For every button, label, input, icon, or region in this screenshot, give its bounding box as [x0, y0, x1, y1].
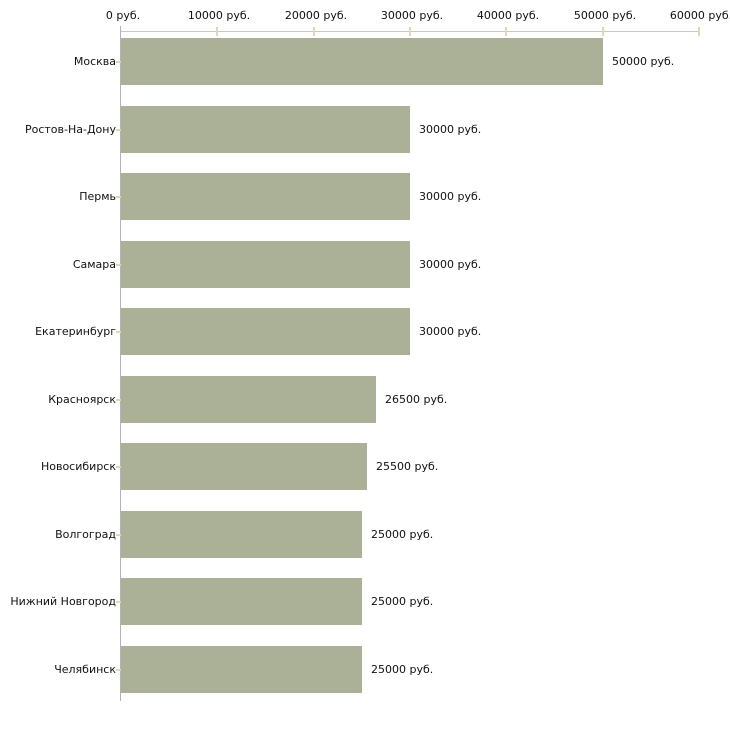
- y-axis-tick-mark: [116, 601, 121, 603]
- category-label: Москва: [73, 55, 116, 68]
- y-axis-tick-mark: [116, 466, 121, 468]
- y-axis-tick-mark: [116, 534, 121, 536]
- x-axis-tick-mark: [698, 27, 700, 36]
- bar-value-label: 30000 руб.: [419, 325, 482, 338]
- bar: [121, 173, 410, 220]
- y-axis-tick-mark: [116, 129, 121, 131]
- bar: [121, 376, 376, 423]
- x-axis-tick-label: 0 руб.: [105, 9, 141, 22]
- category-label: Ростов-На-Дону: [24, 123, 116, 136]
- x-axis-tick-label: 60000 руб.: [669, 9, 730, 22]
- x-axis-tick-mark: [409, 27, 411, 36]
- x-axis-tick-label: 40000 руб.: [476, 9, 540, 22]
- category-label: Самара: [72, 258, 116, 271]
- category-label: Екатеринбург: [35, 325, 116, 338]
- bar-value-label: 25000 руб.: [371, 595, 434, 608]
- y-axis-tick-mark: [116, 264, 121, 266]
- category-label: Красноярск: [48, 393, 116, 406]
- bar-value-label: 30000 руб.: [419, 190, 482, 203]
- bar: [121, 106, 410, 153]
- y-axis-tick-mark: [116, 61, 121, 63]
- bar-value-label: 25000 руб.: [371, 528, 434, 541]
- y-axis-line: [120, 26, 121, 701]
- x-axis-tick-mark: [602, 27, 604, 36]
- bar: [121, 511, 362, 558]
- x-axis-tick-label: 20000 руб.: [284, 9, 348, 22]
- x-axis-tick-label: 50000 руб.: [573, 9, 637, 22]
- bar: [121, 308, 410, 355]
- category-label: Новосибирск: [40, 460, 116, 473]
- category-label: Волгоград: [55, 528, 116, 541]
- bar-value-label: 30000 руб.: [419, 258, 482, 271]
- bar: [121, 241, 410, 288]
- category-label: Пермь: [79, 190, 116, 203]
- category-label: Челябинск: [54, 663, 116, 676]
- x-axis-tick-mark: [216, 27, 218, 36]
- bar-value-label: 50000 руб.: [612, 55, 675, 68]
- bar: [121, 443, 367, 490]
- bar-value-label: 25500 руб.: [376, 460, 439, 473]
- bar-value-label: 26500 руб.: [385, 393, 448, 406]
- x-axis-tick-mark: [313, 27, 315, 36]
- bar-value-label: 30000 руб.: [419, 123, 482, 136]
- bar: [121, 646, 362, 693]
- x-axis-tick-mark: [505, 27, 507, 36]
- y-axis-tick-mark: [116, 331, 121, 333]
- x-axis-tick-label: 30000 руб.: [380, 9, 444, 22]
- bar-value-label: 25000 руб.: [371, 663, 434, 676]
- bar: [121, 578, 362, 625]
- y-axis-tick-mark: [116, 196, 121, 198]
- y-axis-tick-mark: [116, 399, 121, 401]
- y-axis-tick-mark: [116, 669, 121, 671]
- x-axis-tick-label: 10000 руб.: [187, 9, 251, 22]
- bar: [121, 38, 603, 85]
- category-label: Нижний Новгород: [10, 595, 116, 608]
